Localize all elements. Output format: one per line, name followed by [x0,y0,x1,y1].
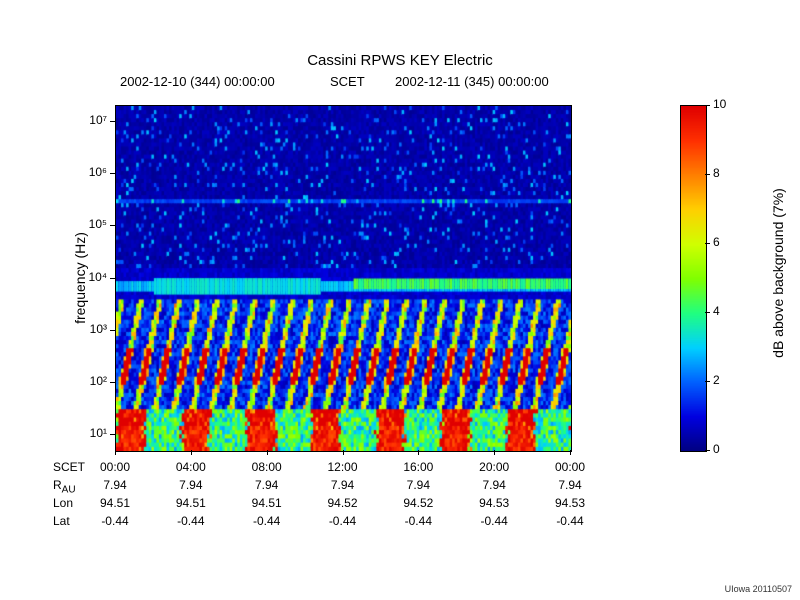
x-row-label: RAU [53,478,76,495]
x-tick-value: 94.51 [161,496,221,510]
x-tick-value: -0.44 [388,514,448,528]
x-tick-value: 00:00 [85,460,145,474]
y-tick: 10⁴ [67,270,107,284]
colorbar-label: dB above background (7%) [770,173,786,373]
spectrogram-plot [115,105,572,452]
x-tick-value: 7.94 [161,478,221,492]
x-tick-value: -0.44 [161,514,221,528]
x-tick-value: 7.94 [85,478,145,492]
x-row-label: SCET [53,460,85,474]
colorbar-tick: 2 [713,373,720,387]
footer-text: UIowa 20110507 [725,584,792,594]
colorbar-tick: 10 [713,97,726,111]
x-tick-value: 7.94 [540,478,600,492]
subtitle-center: SCET [330,74,365,89]
x-tick-value: 94.53 [464,496,524,510]
colorbar-tick: 8 [713,166,720,180]
x-tick-value: 94.51 [85,496,145,510]
x-tick-value: 12:00 [313,460,373,474]
x-tick-value: -0.44 [464,514,524,528]
x-tick-value: -0.44 [85,514,145,528]
y-tick: 10⁵ [67,217,107,231]
x-tick-value: 94.52 [313,496,373,510]
x-tick-value: 04:00 [161,460,221,474]
x-tick-value: 7.94 [237,478,297,492]
x-tick-value: -0.44 [540,514,600,528]
x-tick-value: 7.94 [313,478,373,492]
x-tick-value: 94.52 [388,496,448,510]
subtitle-left: 2002-12-10 (344) 00:00:00 [120,74,275,89]
x-tick-value: 94.51 [237,496,297,510]
spectrogram-canvas [116,106,571,451]
colorbar-tick: 6 [713,235,720,249]
x-tick-value: 08:00 [237,460,297,474]
colorbar-tick: 0 [713,442,720,456]
y-tick: 10² [67,374,107,388]
chart-container: Cassini RPWS KEY Electric 2002-12-10 (34… [0,0,800,600]
x-tick-value: 94.53 [540,496,600,510]
y-tick: 10⁷ [67,113,107,127]
y-tick: 10¹ [67,426,107,440]
y-tick: 10⁶ [67,165,107,179]
x-tick-value: 7.94 [388,478,448,492]
x-tick-value: 00:00 [540,460,600,474]
x-tick-value: 16:00 [388,460,448,474]
x-tick-value: -0.44 [313,514,373,528]
y-tick: 10³ [67,322,107,336]
chart-title: Cassini RPWS KEY Electric [0,52,685,69]
colorbar-tick: 4 [713,304,720,318]
x-tick-value: -0.44 [237,514,297,528]
x-row-label: Lat [53,514,70,528]
x-tick-value: 7.94 [464,478,524,492]
x-tick-value: 20:00 [464,460,524,474]
colorbar-canvas [681,106,706,451]
x-row-label: Lon [53,496,73,510]
colorbar [680,105,707,452]
subtitle-right: 2002-12-11 (345) 00:00:00 [395,74,549,89]
